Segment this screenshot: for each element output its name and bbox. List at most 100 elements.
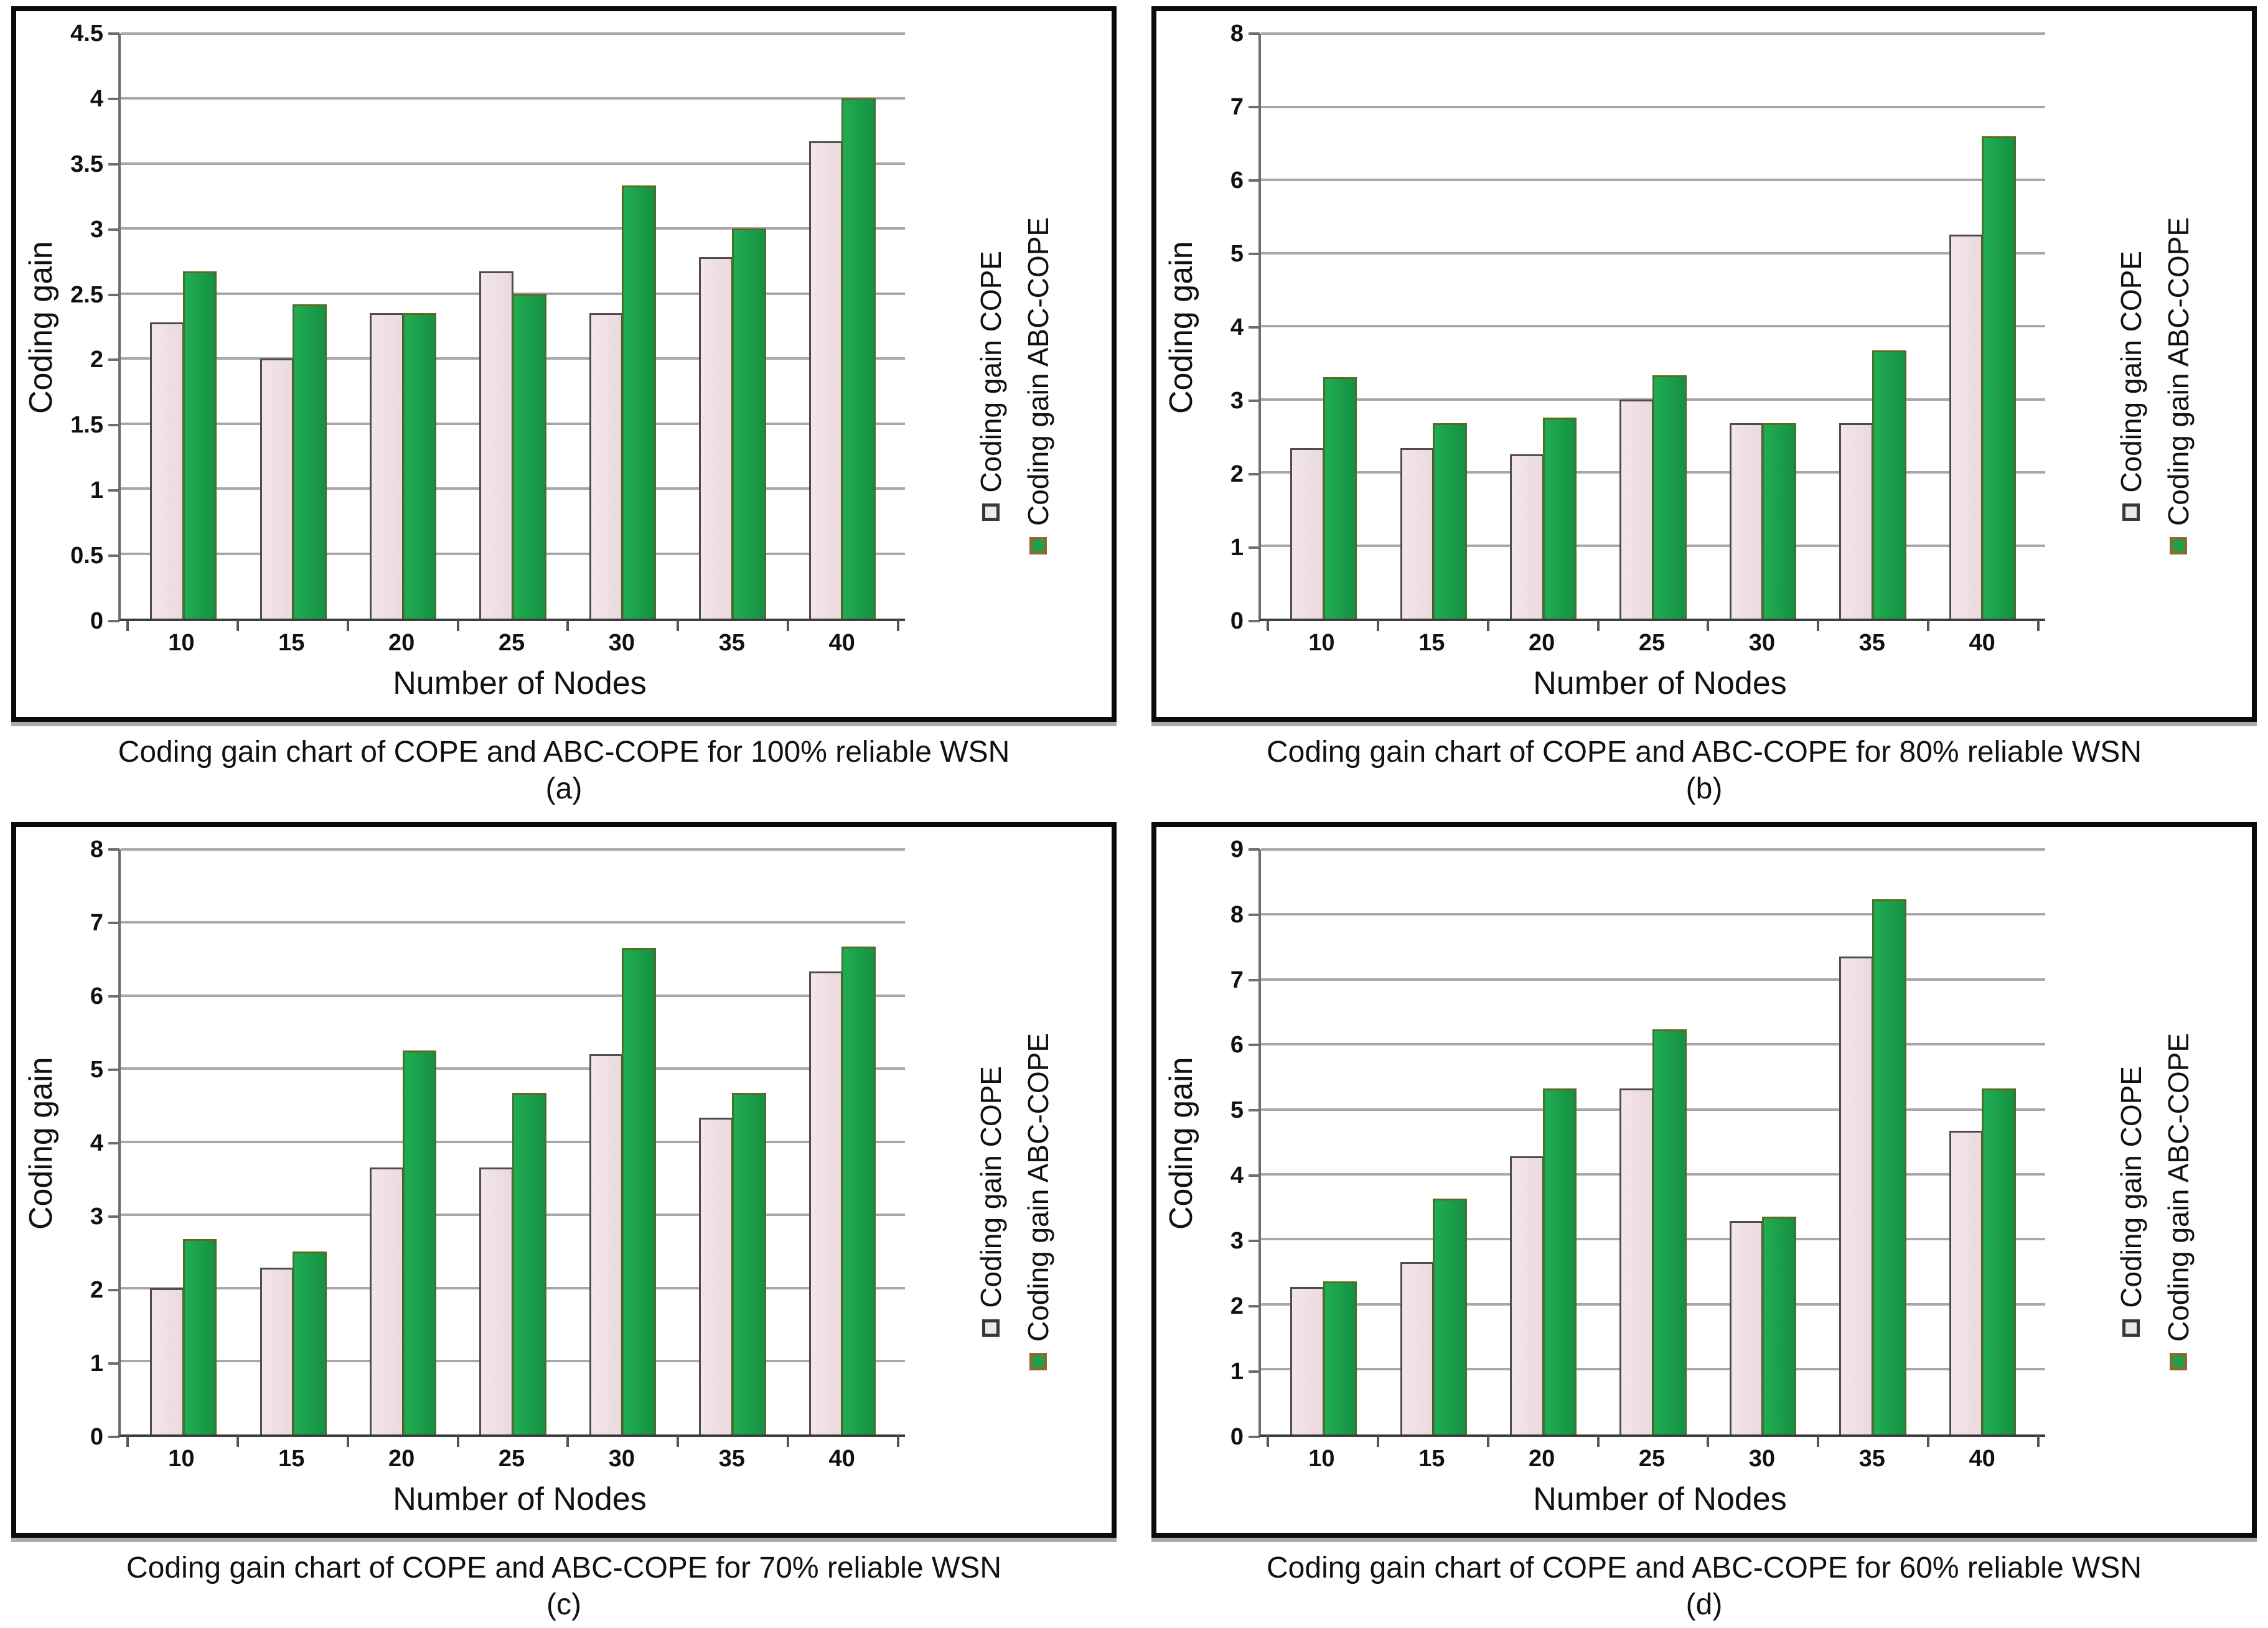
bar-group-40 bbox=[787, 34, 897, 619]
x-tick-label: 10 bbox=[1308, 1445, 1335, 1472]
x-tick-label: 40 bbox=[828, 630, 855, 656]
x-tick-mark bbox=[1596, 620, 1600, 631]
y-tick-label: 8 bbox=[1230, 21, 1244, 47]
bar-abc-cope bbox=[1433, 1198, 1467, 1434]
chart-panel-b: Coding gain 0 1 2 3 4 5 6 7 8 10 15 20 25 30 35 40 Num… bbox=[1151, 6, 2257, 722]
gridline bbox=[1261, 179, 2045, 181]
y-axis-title: Coding gain bbox=[23, 1056, 59, 1230]
bar-abc-cope bbox=[1323, 1281, 1357, 1434]
y-tick-label: 1 bbox=[1230, 535, 1244, 561]
x-tick-mark bbox=[346, 1435, 349, 1447]
bar-cope bbox=[369, 1167, 404, 1434]
bar-group-10 bbox=[129, 849, 238, 1434]
gridline bbox=[121, 227, 905, 230]
bar-group-10 bbox=[1269, 849, 1379, 1434]
gridline bbox=[121, 162, 905, 165]
x-tick-label: 30 bbox=[608, 1445, 635, 1472]
y-tick-label: 2 bbox=[90, 347, 103, 373]
gridline bbox=[121, 848, 905, 851]
x-axis-ticks: 10 15 20 25 30 35 40 bbox=[1258, 620, 2045, 661]
bar-group-20 bbox=[1488, 849, 1598, 1434]
y-tick-label: 3.5 bbox=[70, 151, 103, 177]
x-tick-mark bbox=[1707, 620, 1710, 631]
bar-abc-cope bbox=[1323, 377, 1357, 619]
bar-abc-cope bbox=[622, 948, 657, 1434]
chart-panel-c: Coding gain 0 1 2 3 4 5 6 7 8 10 15 20 25 30 35 40 Num… bbox=[11, 821, 1117, 1538]
figure-letter: (a) bbox=[545, 772, 583, 805]
x-tick-mark bbox=[1927, 1435, 1930, 1447]
x-tick-label: 35 bbox=[718, 630, 745, 656]
legend-label-abc-cope: Coding gain ABC-COPE bbox=[1022, 1032, 1054, 1342]
y-tick-label: 1 bbox=[1230, 1358, 1244, 1385]
y-tick-label: 3 bbox=[1230, 388, 1244, 414]
bar-cope bbox=[1619, 399, 1654, 619]
bar-cope bbox=[1839, 957, 1873, 1434]
bar-abc-cope bbox=[1542, 417, 1577, 619]
legend-label-cope: Coding gain COPE bbox=[975, 1066, 1007, 1309]
y-tick-label: 6 bbox=[90, 983, 103, 1009]
bar-group-20 bbox=[348, 34, 457, 619]
y-tick-label: 0 bbox=[90, 608, 103, 634]
gridline bbox=[1261, 105, 2045, 108]
bar-abc-cope bbox=[402, 1050, 437, 1434]
x-tick-mark bbox=[2037, 620, 2040, 631]
figure-caption: Coding gain chart of COPE and ABC-COPE f… bbox=[126, 1551, 1001, 1584]
y-tick-label: 2 bbox=[1230, 1293, 1244, 1319]
chart-area: Coding gain 0 1 2 3 4 5 6 7 8 10 15 20 25 30 35 40 Num… bbox=[1161, 22, 2061, 713]
x-tick-label: 25 bbox=[498, 630, 525, 656]
x-axis-ticks: 10 15 20 25 30 35 40 bbox=[118, 620, 905, 661]
bar-abc-cope bbox=[402, 313, 437, 619]
bar-abc-cope bbox=[1872, 350, 1906, 619]
y-tick-label: 7 bbox=[1230, 94, 1244, 120]
bar-cope bbox=[589, 313, 624, 619]
bar-group-40 bbox=[787, 849, 897, 1434]
y-tick-label: 0 bbox=[1230, 608, 1244, 634]
figure-caption: Coding gain chart of COPE and ABC-COPE f… bbox=[1267, 1551, 2142, 1584]
x-axis-ticks: 10 15 20 25 30 35 40 bbox=[1258, 1435, 2045, 1477]
x-tick-label: 15 bbox=[1418, 630, 1445, 656]
x-tick-mark bbox=[1376, 620, 1379, 631]
y-tick-label: 1 bbox=[90, 477, 103, 504]
y-tick-label: 3 bbox=[90, 216, 103, 243]
y-tick-label: 2.5 bbox=[70, 281, 103, 308]
y-tick-label: 0.5 bbox=[70, 543, 103, 569]
y-tick-label: 8 bbox=[1230, 901, 1244, 928]
figure-b: Coding gain 0 1 2 3 4 5 6 7 8 10 15 20 25 30 35 40 Num… bbox=[1151, 6, 2257, 806]
x-tick-mark bbox=[566, 620, 569, 631]
y-tick-label: 3 bbox=[1230, 1228, 1244, 1255]
bar-abc-cope bbox=[182, 1239, 217, 1434]
gridline bbox=[121, 32, 905, 35]
bar-cope bbox=[369, 313, 404, 619]
x-tick-label: 10 bbox=[168, 630, 195, 656]
y-tick-label: 6 bbox=[1230, 1032, 1244, 1059]
legend-item-abc-cope: Coding gain ABC-COPE bbox=[1021, 217, 1055, 555]
x-tick-label: 30 bbox=[608, 630, 635, 656]
x-tick-label: 20 bbox=[388, 630, 415, 656]
figure-letter: (b) bbox=[1685, 772, 1723, 805]
bar-group-30 bbox=[568, 34, 677, 619]
legend-label-abc-cope: Coding gain ABC-COPE bbox=[2162, 1032, 2195, 1342]
bar-group-30 bbox=[1708, 849, 1817, 1434]
x-tick-mark bbox=[1817, 1435, 1820, 1447]
bar-abc-cope bbox=[1982, 1088, 2016, 1434]
bar-abc-cope bbox=[1762, 423, 1797, 619]
y-tick-label: 2 bbox=[90, 1276, 103, 1303]
chart-area: Coding gain 0 0.5 1 1.5 2 2.5 3 3.5 4 4.5 10 15 20 2… bbox=[21, 22, 921, 713]
legend: Coding gain COPE Coding gain ABC-COPE bbox=[921, 849, 1108, 1529]
bar-abc-cope bbox=[512, 1093, 546, 1434]
bar-group-35 bbox=[678, 849, 787, 1434]
bar-group-35 bbox=[1818, 849, 1928, 1434]
bar-cope bbox=[150, 322, 184, 619]
x-tick-label: 35 bbox=[1858, 630, 1885, 656]
x-tick-label: 35 bbox=[718, 1445, 745, 1472]
bar-abc-cope bbox=[293, 1251, 327, 1434]
legend-swatch-cope-icon bbox=[982, 1319, 1000, 1337]
x-tick-mark bbox=[456, 620, 459, 631]
bar-abc-cope bbox=[1433, 423, 1467, 619]
x-tick-mark bbox=[346, 620, 349, 631]
y-axis-title: Coding gain bbox=[1163, 241, 1199, 414]
gridline bbox=[1261, 848, 2045, 851]
x-tick-label: 10 bbox=[168, 1445, 195, 1472]
legend-swatch-abc-cope-icon bbox=[1029, 1352, 1047, 1370]
